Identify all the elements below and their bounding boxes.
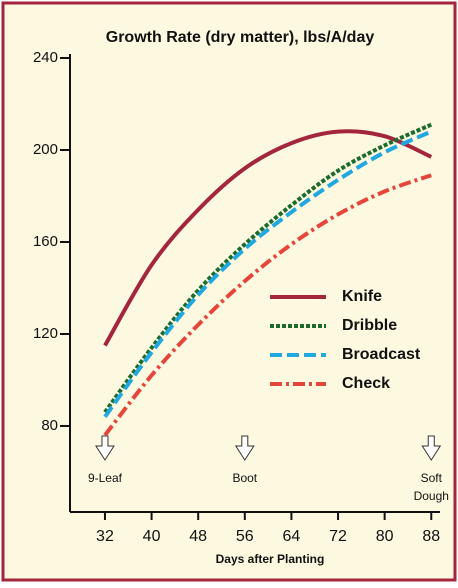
x-tick-label: 64	[283, 528, 301, 545]
x-tick-label: 56	[236, 528, 254, 545]
x-tick-label: 80	[376, 528, 394, 545]
stage-label: Dough	[414, 489, 449, 503]
x-tick-label: 32	[96, 528, 114, 545]
legend-label: Check	[342, 375, 390, 392]
x-tick-label: 88	[422, 528, 440, 545]
x-axis-label: Days after Planting	[216, 552, 325, 566]
series-line	[103, 129, 433, 347]
x-tick-label: 72	[329, 528, 347, 545]
stage-arrow	[95, 435, 115, 461]
stage-label: Boot	[232, 471, 257, 485]
series-line	[103, 173, 432, 437]
legend-label: Knife	[342, 288, 382, 305]
stage-arrow	[234, 435, 255, 461]
y-tick-label: 160	[33, 233, 58, 250]
series-line	[103, 129, 433, 418]
x-tick-label: 40	[143, 528, 161, 545]
y-tick-label: 240	[33, 49, 58, 66]
legend-label: Dribble	[342, 317, 397, 334]
y-tick-label: 120	[33, 325, 58, 342]
y-tick-label: 200	[33, 141, 58, 158]
stage-label: 9-Leaf	[88, 471, 123, 485]
chart-title: Growth Rate (dry matter), lbs/A/day	[106, 29, 375, 46]
y-tick-label: 80	[41, 417, 58, 434]
legend-label: Broadcast	[342, 346, 421, 363]
stage-label: Soft	[421, 471, 443, 485]
x-tick-label: 48	[189, 528, 207, 545]
stage-arrow	[421, 435, 442, 461]
series-line	[103, 122, 433, 414]
